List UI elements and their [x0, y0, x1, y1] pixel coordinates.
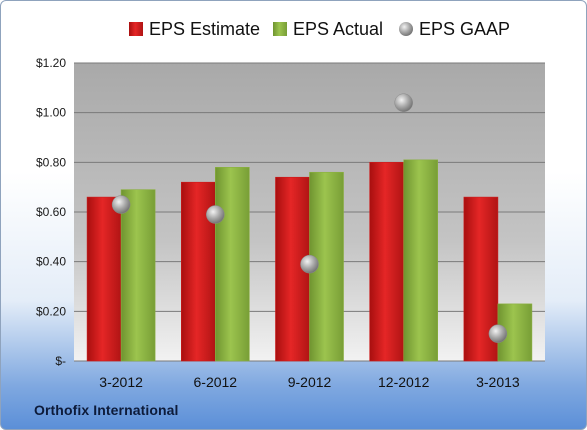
legend-gaap-label: EPS GAAP	[419, 19, 510, 39]
y-tick-label: $1.00	[36, 106, 66, 120]
x-tick-label: 9-2012	[288, 374, 332, 390]
eps-estimate-bar	[369, 162, 405, 362]
eps-actual-bar	[120, 189, 156, 362]
eps-actual-bar	[215, 167, 250, 362]
eps-gaap-marker	[394, 93, 413, 112]
legend-actual-swatch	[273, 22, 287, 36]
y-tick-label: $1.20	[36, 56, 66, 70]
legend-estimate-swatch	[129, 22, 143, 36]
eps-actual-bar	[403, 159, 439, 362]
legend-gaap-swatch	[399, 22, 413, 36]
x-tick-label: 6-2012	[194, 374, 238, 390]
y-tick-label: $-	[55, 354, 66, 368]
legend-actual-label: EPS Actual	[293, 19, 383, 39]
eps-estimate-bar	[86, 196, 122, 362]
y-tick-label: $0.60	[36, 205, 66, 219]
eps-gaap-marker	[206, 205, 225, 224]
legend-estimate-label: EPS Estimate	[149, 19, 260, 39]
x-tick-label: 3-2012	[99, 374, 143, 390]
x-tick-label: 3-2013	[476, 374, 520, 390]
eps-gaap-marker	[300, 254, 319, 274]
y-tick-label: $0.20	[36, 304, 66, 318]
y-tick-label: $0.40	[36, 255, 66, 269]
eps-gaap-marker	[488, 324, 508, 343]
y-tick-label: $0.80	[36, 155, 66, 169]
company-name: Orthofix International	[34, 402, 179, 418]
eps-gaap-marker	[111, 195, 131, 214]
x-tick-label: 12-2012	[378, 374, 430, 390]
